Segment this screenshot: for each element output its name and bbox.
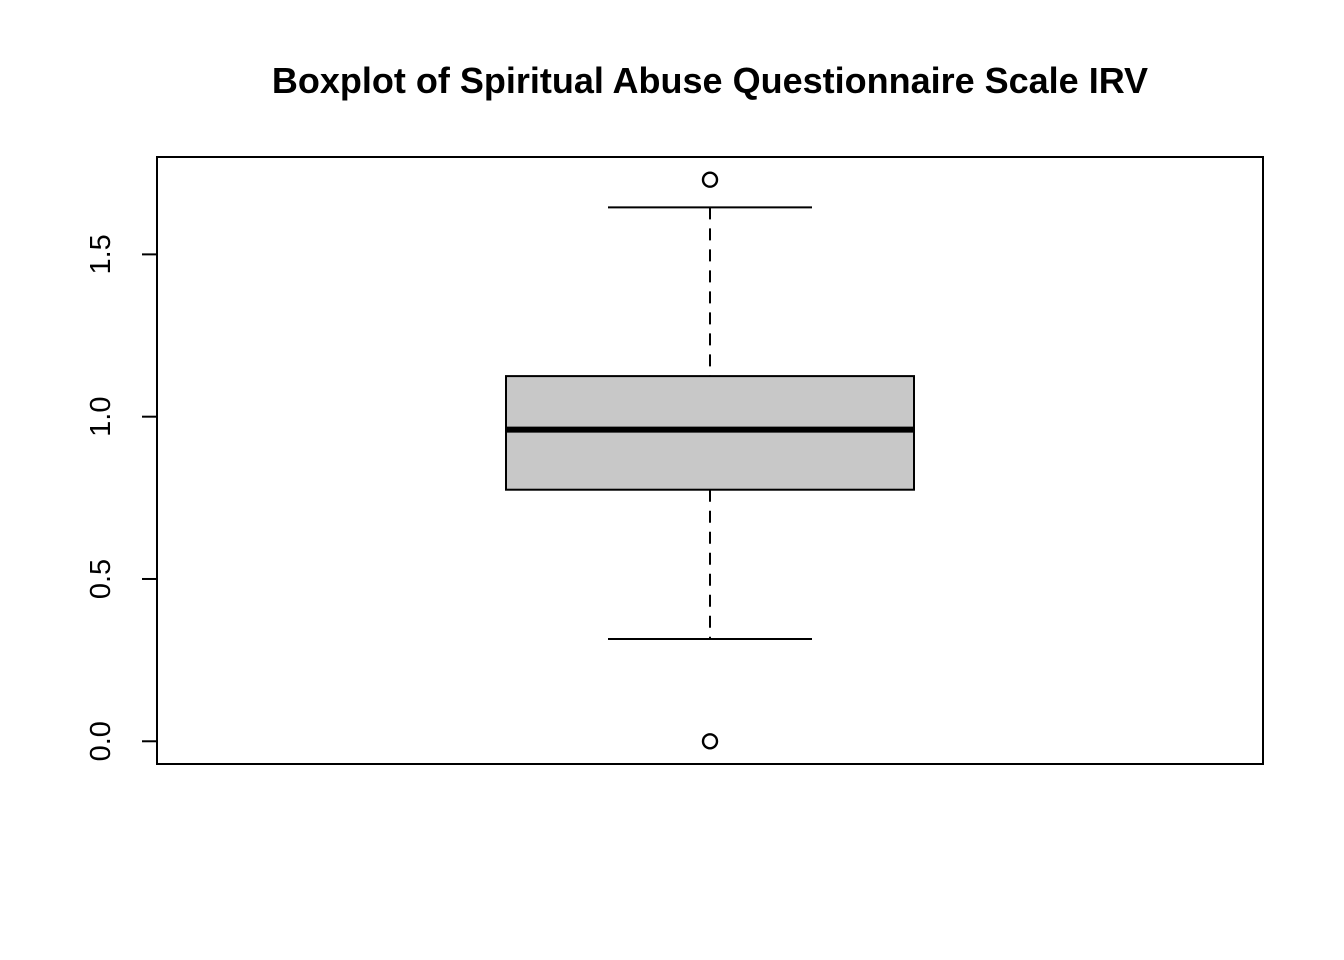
outlier-point xyxy=(701,171,719,188)
y-tick-label: 1.0 xyxy=(85,397,117,437)
plot-area xyxy=(505,171,915,750)
y-tick-label: 0.0 xyxy=(85,721,117,761)
outlier-point xyxy=(701,733,719,750)
y-axis: 0.0 0.5 1.0 1.5 xyxy=(85,234,158,761)
chart-title: Boxplot of Spiritual Abuse Questionnaire… xyxy=(272,60,1148,101)
y-tick-label: 1.5 xyxy=(85,234,117,274)
y-tick-label: 0.5 xyxy=(85,559,117,599)
iqr-box xyxy=(505,375,915,491)
